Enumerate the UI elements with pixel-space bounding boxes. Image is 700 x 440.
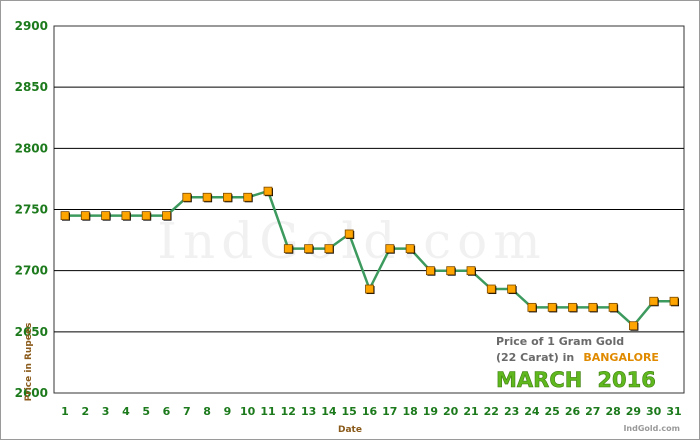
x-tick-label-10: 10 <box>240 405 256 418</box>
data-point-19 <box>425 266 435 276</box>
data-point-31 <box>669 296 679 306</box>
data-point-30 <box>649 296 659 306</box>
x-tick-label-2: 2 <box>81 405 89 418</box>
data-point-4 <box>121 211 131 221</box>
data-point-6 <box>162 211 171 221</box>
x-tick-label-17: 17 <box>382 405 397 418</box>
x-tick-label-4: 4 <box>122 405 130 418</box>
data-point-22 <box>486 284 496 294</box>
caption: Price of 1 Gram Gold (22 Carat) in BANGA… <box>496 335 680 433</box>
x-tick-label-26: 26 <box>565 405 581 418</box>
data-point-1 <box>60 211 70 221</box>
x-tick-label-14: 14 <box>321 405 337 418</box>
x-tick-label-15: 15 <box>342 405 357 418</box>
data-point-10 <box>243 192 253 202</box>
data-point-26 <box>568 302 577 312</box>
y-axis-label: Price in Rupees <box>24 323 34 402</box>
x-tick-label-28: 28 <box>605 405 620 418</box>
y-tick-label-2600: 2600 <box>15 386 48 400</box>
x-tick-label-31: 31 <box>666 405 681 418</box>
data-point-14 <box>324 244 334 254</box>
data-point-21 <box>466 266 476 276</box>
y-tick-label-2650: 2650 <box>15 325 48 339</box>
y-tick-label-2800: 2800 <box>15 141 48 155</box>
x-tick-label-22: 22 <box>484 405 499 418</box>
y-tick-label-2750: 2750 <box>15 203 48 217</box>
x-tick-label-24: 24 <box>524 405 540 418</box>
data-point-5 <box>141 211 151 221</box>
caption-line2-prefix: (22 Carat) in <box>496 351 574 364</box>
y-tick-label-2850: 2850 <box>15 80 48 94</box>
x-tick-label-23: 23 <box>504 405 519 418</box>
x-tick-label-3: 3 <box>102 405 110 418</box>
x-tick-label-16: 16 <box>362 405 378 418</box>
y-axis-ticks: 2600 2650 2700 2750 2800 2850 2900 <box>15 19 48 400</box>
data-point-7 <box>182 192 192 202</box>
caption-month: MARCH 2016 <box>496 368 656 392</box>
x-axis-label: Date <box>338 425 362 435</box>
caption-month-name: MARCH <box>496 368 582 392</box>
data-point-16 <box>365 284 374 294</box>
data-point-17 <box>385 244 395 254</box>
data-point-11 <box>263 186 273 196</box>
data-point-8 <box>202 192 212 202</box>
caption-line2: (22 Carat) in BANGALORE <box>496 346 659 365</box>
data-point-13 <box>304 244 314 254</box>
x-tick-label-5: 5 <box>142 405 150 418</box>
x-tick-label-1: 1 <box>61 405 69 418</box>
caption-year: 2016 <box>597 368 655 392</box>
data-point-15 <box>344 229 354 239</box>
x-tick-label-25: 25 <box>545 405 560 418</box>
watermark: IndGold.com <box>157 212 546 270</box>
x-tick-label-21: 21 <box>463 405 478 418</box>
caption-site: IndGold.com <box>623 424 680 433</box>
data-point-20 <box>446 266 456 276</box>
x-tick-label-30: 30 <box>646 405 662 418</box>
y-tick-label-2700: 2700 <box>15 264 48 278</box>
data-point-9 <box>222 192 232 202</box>
x-tick-label-7: 7 <box>183 405 191 418</box>
data-point-3 <box>101 211 110 221</box>
x-tick-label-13: 13 <box>301 405 316 418</box>
x-tick-label-18: 18 <box>402 405 417 418</box>
data-point-2 <box>80 211 90 221</box>
x-tick-label-19: 19 <box>423 405 438 418</box>
x-tick-label-27: 27 <box>585 405 600 418</box>
gridlines <box>54 86 684 333</box>
data-point-25 <box>547 302 557 312</box>
x-tick-label-8: 8 <box>203 405 211 418</box>
series-markers <box>60 186 679 331</box>
data-point-28 <box>608 302 618 312</box>
data-point-23 <box>507 284 517 294</box>
x-tick-label-11: 11 <box>260 405 275 418</box>
x-axis-ticks: 1 2 3 4 5 6 7 8 9 10 11 12 13 14 15 16 17 18 19 20 21 22 23 24 2… <box>61 405 681 418</box>
data-point-29 <box>629 321 638 331</box>
x-tick-label-12: 12 <box>281 405 296 418</box>
x-tick-label-9: 9 <box>224 405 232 418</box>
x-tick-label-6: 6 <box>163 405 171 418</box>
data-point-27 <box>588 302 598 312</box>
y-tick-label-2900: 2900 <box>15 19 48 33</box>
caption-line1: Price of 1 Gram Gold <box>496 335 624 348</box>
x-tick-label-29: 29 <box>626 405 641 418</box>
x-tick-label-20: 20 <box>443 405 459 418</box>
data-point-24 <box>527 302 537 312</box>
caption-city: BANGALORE <box>583 351 659 364</box>
data-point-12 <box>283 244 293 254</box>
data-point-18 <box>405 244 415 254</box>
